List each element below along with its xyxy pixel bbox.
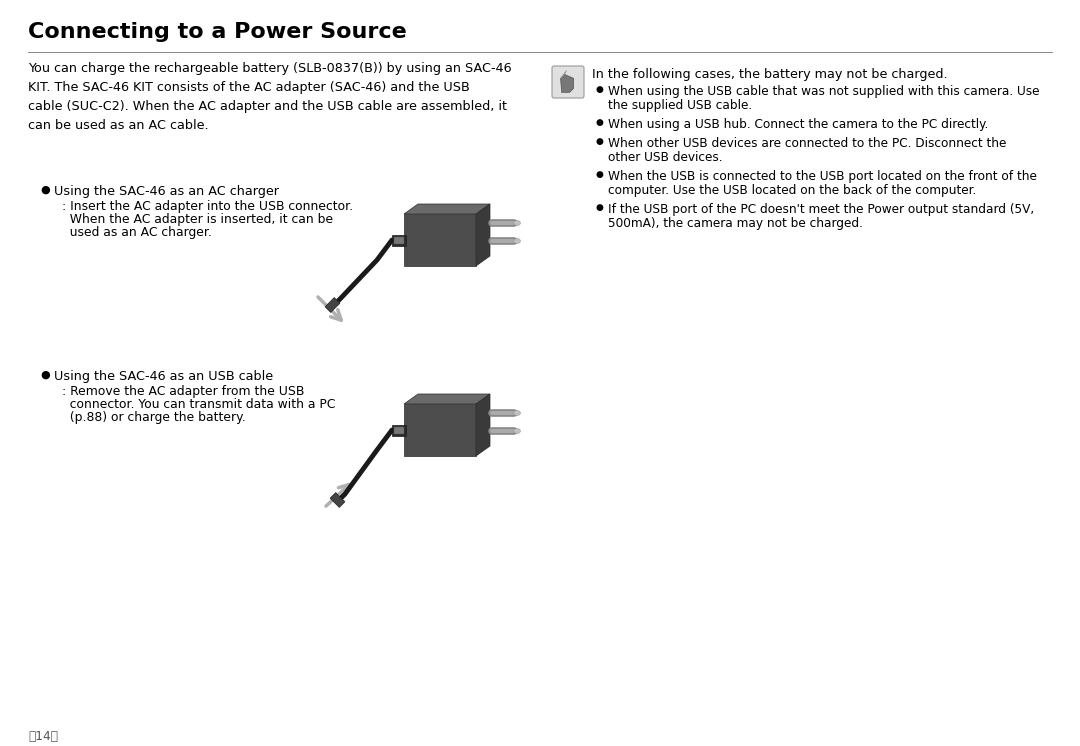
Text: ●: ● [40,185,50,195]
Polygon shape [404,214,476,266]
Bar [392,234,406,245]
Text: other USB devices.: other USB devices. [608,151,723,164]
Text: ●: ● [596,137,604,146]
Text: 〔14〕: 〔14〕 [28,730,58,743]
Bar [392,424,406,436]
Polygon shape [476,204,490,266]
Text: connector. You can transmit data with a PC: connector. You can transmit data with a … [62,398,336,411]
Polygon shape [404,204,490,214]
Polygon shape [404,394,490,404]
Text: computer. Use the USB located on the back of the computer.: computer. Use the USB located on the bac… [608,184,976,197]
Text: When using a USB hub. Connect the camera to the PC directly.: When using a USB hub. Connect the camera… [608,118,988,131]
Ellipse shape [513,428,521,433]
Text: Connecting to a Power Source: Connecting to a Power Source [28,22,407,42]
Text: used as an AC charger.: used as an AC charger. [62,226,212,239]
Text: You can charge the rechargeable battery (SLB-0837(B)) by using an SAC-46
KIT. Th: You can charge the rechargeable battery … [28,62,512,132]
Text: When the USB is connected to the USB port located on the front of the: When the USB is connected to the USB por… [608,170,1037,183]
Text: When other USB devices are connected to the PC. Disconnect the: When other USB devices are connected to … [608,137,1007,150]
Text: : Insert the AC adapter into the USB connector.: : Insert the AC adapter into the USB con… [62,200,353,213]
Text: When using the USB cable that was not supplied with this camera. Use: When using the USB cable that was not su… [608,85,1039,98]
Polygon shape [404,404,476,456]
Text: In the following cases, the battery may not be charged.: In the following cases, the battery may … [592,68,947,81]
Polygon shape [561,70,567,78]
Ellipse shape [513,221,521,225]
Text: 500mA), the camera may not be charged.: 500mA), the camera may not be charged. [608,217,863,230]
Polygon shape [476,394,490,456]
Bar [325,298,340,313]
Text: Using the SAC-46 as an USB cable: Using the SAC-46 as an USB cable [54,370,273,383]
Text: Using the SAC-46 as an AC charger: Using the SAC-46 as an AC charger [54,185,279,198]
Text: If the USB port of the PC doesn't meet the Power output standard (5V,: If the USB port of the PC doesn't meet t… [608,203,1035,216]
Text: the supplied USB cable.: the supplied USB cable. [608,99,752,112]
Text: ●: ● [40,370,50,380]
Bar [330,492,345,507]
Text: (p.88) or charge the battery.: (p.88) or charge the battery. [62,411,246,424]
Text: ●: ● [596,170,604,179]
Bar [394,427,404,433]
Text: ●: ● [596,85,604,94]
Text: : Remove the AC adapter from the USB: : Remove the AC adapter from the USB [62,385,305,398]
Text: When the AC adapter is inserted, it can be: When the AC adapter is inserted, it can … [62,213,333,226]
Polygon shape [561,75,573,93]
Text: ●: ● [596,118,604,127]
Ellipse shape [513,239,521,243]
Bar [394,236,404,243]
Ellipse shape [513,410,521,416]
FancyBboxPatch shape [552,66,584,98]
Text: ●: ● [596,203,604,212]
